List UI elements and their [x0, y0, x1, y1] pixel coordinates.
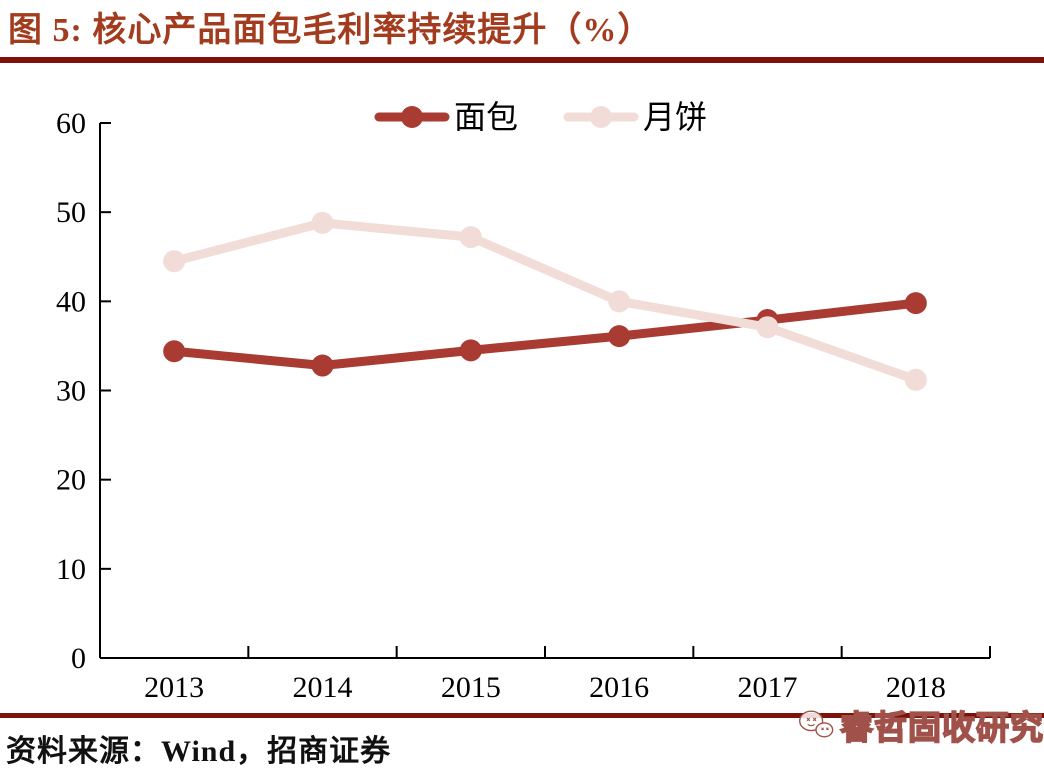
series-面包-marker-2014 — [311, 354, 334, 377]
figure-title: 图 5: 核心产品面包毛利率持续提升（%） — [8, 12, 653, 49]
legend-marker-面包 — [401, 106, 423, 128]
y-axis-label: 40 — [56, 285, 86, 318]
y-axis-label: 50 — [56, 196, 86, 229]
title-separator-rule — [0, 57, 1044, 63]
y-axis-label: 10 — [56, 553, 86, 586]
series-面包-line — [169, 298, 921, 371]
y-axis-label: 60 — [56, 107, 86, 140]
series-面包-marker-2016 — [608, 325, 631, 348]
series-面包-marker-2013 — [163, 340, 186, 363]
series-月饼-marker-2018 — [904, 368, 927, 391]
watermark: 睿哲固收研究 — [798, 696, 1044, 754]
series-面包-marker-2015 — [459, 339, 482, 362]
x-axis-label: 2017 — [738, 671, 798, 704]
y-axis-label: 30 — [56, 375, 86, 408]
x-axis-label: 2018 — [886, 671, 946, 704]
line-chart: 0 10 20 30 40 50 60 2013 2014 2015 2016 2017 2018 面包 月… — [56, 99, 991, 704]
series-月饼-marker-2015 — [459, 226, 482, 249]
series-月饼-marker-2016 — [608, 290, 631, 313]
series-月饼-marker-2014 — [311, 211, 334, 234]
x-axis-label: 2015 — [441, 671, 501, 704]
x-axis-label: 2014 — [293, 671, 353, 704]
series-月饼-line — [169, 218, 921, 385]
x-axis-label: 2016 — [589, 671, 649, 704]
watermark-text: 睿哲固收研究 — [839, 710, 1044, 748]
series-月饼-marker-2013 — [163, 250, 186, 273]
wechat-icon — [799, 710, 834, 738]
y-axis-label: 20 — [56, 464, 86, 497]
y-axis-label: 0 — [71, 642, 86, 675]
series-面包-marker-2018 — [904, 292, 927, 315]
legend-label-面包: 面包 — [454, 99, 518, 135]
source-note: 资料来源：Wind，招商证券 — [6, 735, 392, 768]
legend-marker-月饼 — [590, 106, 612, 128]
series-月饼-marker-2017 — [756, 316, 779, 339]
x-axis-label: 2013 — [144, 671, 204, 704]
footer-separator-rule — [0, 713, 1044, 718]
legend-label-月饼: 月饼 — [643, 99, 707, 135]
